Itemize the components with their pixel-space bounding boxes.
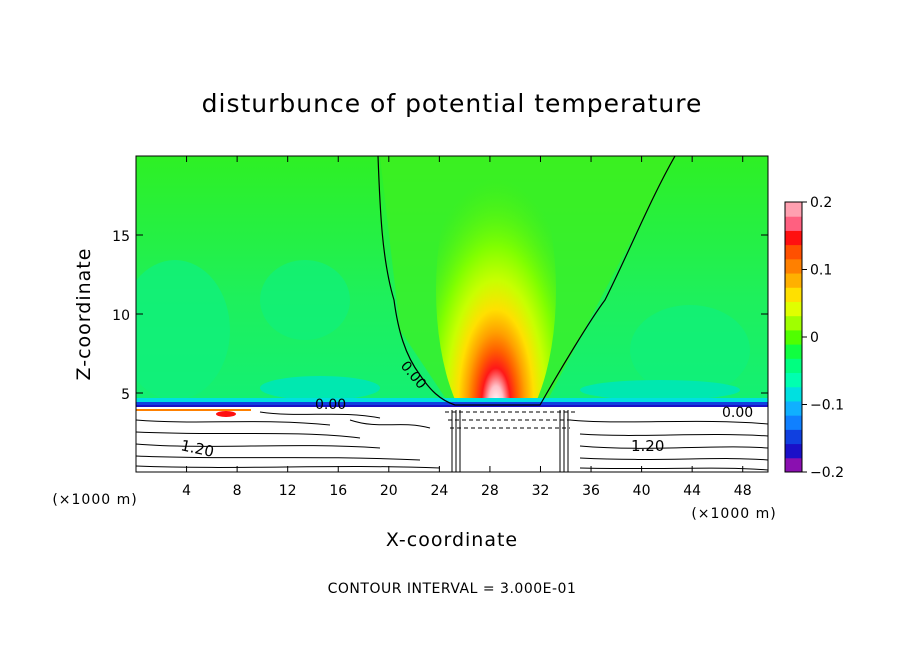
- colorbar-swatch: [785, 301, 802, 317]
- colorbar-swatch: [785, 372, 802, 388]
- colorbar-swatch: [785, 358, 802, 374]
- cool-patch-left: [136, 260, 230, 400]
- x-tick-label: 16: [329, 483, 347, 499]
- colorbar-tick-label: 0.2: [810, 195, 832, 211]
- colorbar-swatch: [785, 230, 802, 246]
- colorbar-swatch: [785, 457, 802, 473]
- plot-area: [136, 156, 768, 472]
- contour-label-right-inversion: 0.00: [722, 405, 753, 421]
- x-tick-label: 12: [279, 483, 297, 499]
- colorbar-swatch: [785, 415, 802, 430]
- x-tick-label: 4: [182, 483, 191, 499]
- colorbar-tick-label: −0.2: [810, 465, 844, 481]
- colorbar-swatch: [785, 287, 802, 302]
- inversion-navy: [136, 405, 768, 407]
- colorbar-swatch: [785, 443, 802, 459]
- x-tick-label: 8: [233, 483, 242, 499]
- colorbar-swatch: [785, 202, 802, 217]
- contour-interval-note: CONTOUR INTERVAL = 3.000E-01: [328, 581, 577, 597]
- colorbar-swatch: [785, 429, 802, 445]
- contour-dashed-center: [445, 411, 575, 429]
- x-unit-right: (×1000 m): [691, 506, 776, 522]
- x-tick-label: 32: [532, 483, 550, 499]
- colorbar-swatch: [785, 329, 802, 345]
- colorbar-swatch: [785, 386, 802, 402]
- contour-column-left: [451, 410, 461, 472]
- y-tick-label: 5: [121, 387, 130, 403]
- warm-spot: [216, 411, 236, 417]
- contour-label-left-inversion: 0.00: [315, 397, 346, 413]
- colorbar-swatch: [785, 216, 802, 231]
- y-axis-label: Z-coordinate: [73, 248, 95, 381]
- colorbar-swatch: [785, 344, 802, 359]
- y-tick-label: 15: [112, 229, 130, 245]
- colorbar-tick-label: 0.1: [810, 263, 832, 279]
- colorbar-swatch: [785, 258, 802, 274]
- warm-plume: [436, 156, 556, 440]
- x-tick-label: 28: [481, 483, 499, 499]
- x-axis-ticks: 4 8 12 16 20 24 28 32 36 40 44 48: [182, 156, 752, 499]
- colorbar-swatch: [785, 244, 802, 260]
- colorbar: [784, 201, 803, 473]
- cool-patch-mid: [260, 260, 350, 340]
- contour-label-right-low: 1.20: [631, 437, 664, 455]
- x-unit-left: (×1000 m): [52, 492, 137, 508]
- colorbar-swatch: [785, 315, 802, 331]
- contour-lines-right: [569, 419, 768, 471]
- x-tick-label: 40: [633, 483, 651, 499]
- x-axis-label: X-coordinate: [386, 529, 518, 551]
- colorbar-swatch: [785, 400, 802, 416]
- contour-lines-left: [136, 411, 441, 469]
- x-tick-label: 20: [380, 483, 398, 499]
- colorbar-tick-label: 0: [810, 330, 819, 346]
- x-tick-label: 24: [430, 483, 448, 499]
- colorbar-ticks: 0.2 0.1 0 −0.1 −0.2: [802, 195, 844, 481]
- contour-zero-plume: [377, 156, 676, 406]
- y-tick-label: 10: [112, 308, 130, 324]
- cool-patch-low-left: [260, 376, 380, 400]
- x-tick-label: 48: [734, 483, 752, 499]
- x-tick-label: 36: [582, 483, 600, 499]
- chart-title: disturbunce of potential temperature: [202, 89, 703, 118]
- y-axis-ticks: 5 10 15: [112, 229, 768, 403]
- x-tick-label: 44: [683, 483, 701, 499]
- cool-patch-right: [630, 305, 750, 395]
- colorbar-tick-label: −0.1: [810, 398, 844, 414]
- colorbar-swatch: [785, 273, 802, 288]
- cool-patch-low-right: [580, 380, 740, 400]
- orange-edge: [136, 409, 251, 411]
- inversion-cyan: [136, 398, 768, 403]
- contour-column-right: [559, 410, 569, 472]
